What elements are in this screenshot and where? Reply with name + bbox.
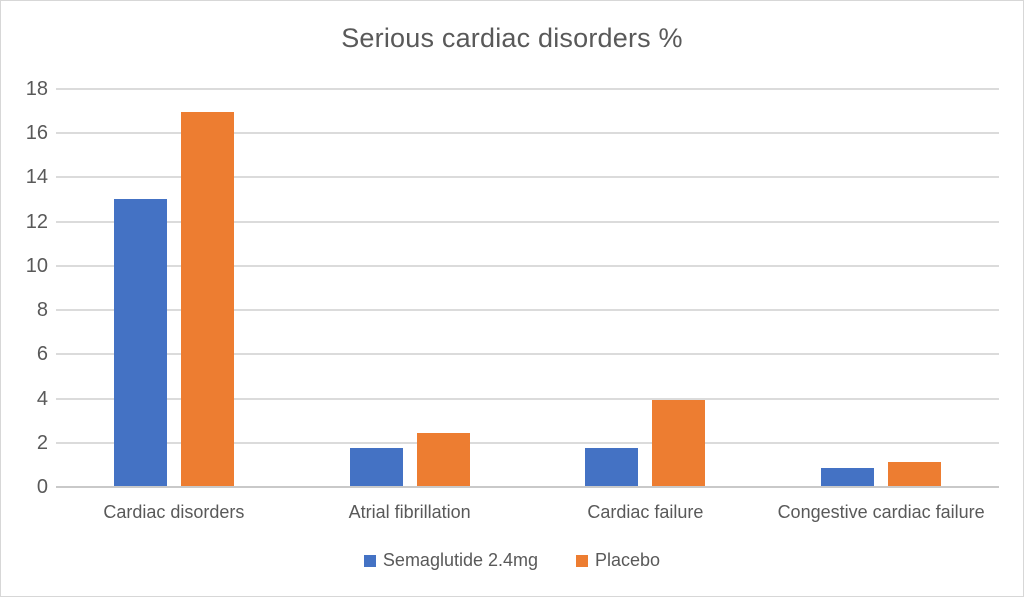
gridline bbox=[56, 309, 999, 312]
y-axis-tick-label: 16 bbox=[25, 122, 48, 145]
y-axis-tick-label: 4 bbox=[36, 387, 48, 410]
bar-semaglutide-2.4mg bbox=[821, 468, 875, 486]
legend-label: Semaglutide 2.4mg bbox=[382, 550, 539, 570]
x-axis-category-label: Cardiac disorders bbox=[103, 502, 245, 522]
chart-title: Serious cardiac disorders % bbox=[341, 23, 683, 53]
bar-placebo bbox=[180, 112, 234, 486]
y-axis-tick-label: 12 bbox=[25, 210, 48, 233]
gridline bbox=[56, 441, 999, 444]
gridline bbox=[56, 132, 999, 135]
bar-placebo bbox=[888, 461, 942, 486]
gridline bbox=[56, 486, 999, 488]
gridline bbox=[56, 264, 999, 267]
legend-item: Placebo bbox=[576, 550, 660, 571]
gridline bbox=[56, 88, 999, 90]
bar-placebo bbox=[416, 432, 470, 486]
y-axis-tick-label: 10 bbox=[25, 254, 48, 277]
x-axis-category-label: Atrial fibrillation bbox=[348, 502, 471, 522]
y-axis-tick-label: 0 bbox=[36, 476, 48, 498]
gridline bbox=[56, 397, 999, 400]
bar-semaglutide-2.4mg bbox=[113, 198, 167, 486]
gridline bbox=[56, 176, 999, 179]
gridline bbox=[56, 353, 999, 356]
legend-swatch-icon bbox=[363, 554, 376, 567]
x-axis-category-label: Congestive cardiac failure bbox=[777, 502, 985, 522]
legend-item: Semaglutide 2.4mg bbox=[363, 550, 539, 571]
y-axis-tick-label: 8 bbox=[36, 299, 48, 322]
legend: Semaglutide 2.4mg Placebo bbox=[1, 550, 1023, 571]
bar-semaglutide-2.4mg bbox=[585, 448, 639, 486]
bar-placebo bbox=[652, 399, 706, 486]
y-axis-tick-label: 2 bbox=[36, 431, 48, 454]
y-axis-tick-label: 18 bbox=[25, 78, 48, 100]
plot-area bbox=[56, 88, 999, 488]
legend-swatch-icon bbox=[576, 554, 589, 567]
legend-label: Placebo bbox=[595, 550, 661, 570]
gridline bbox=[56, 220, 999, 223]
y-axis-tick-label: 14 bbox=[25, 166, 48, 189]
bar-semaglutide-2.4mg bbox=[349, 448, 403, 486]
y-axis-tick-label: 6 bbox=[36, 343, 48, 366]
x-axis-category-label: Cardiac failure bbox=[587, 502, 704, 522]
